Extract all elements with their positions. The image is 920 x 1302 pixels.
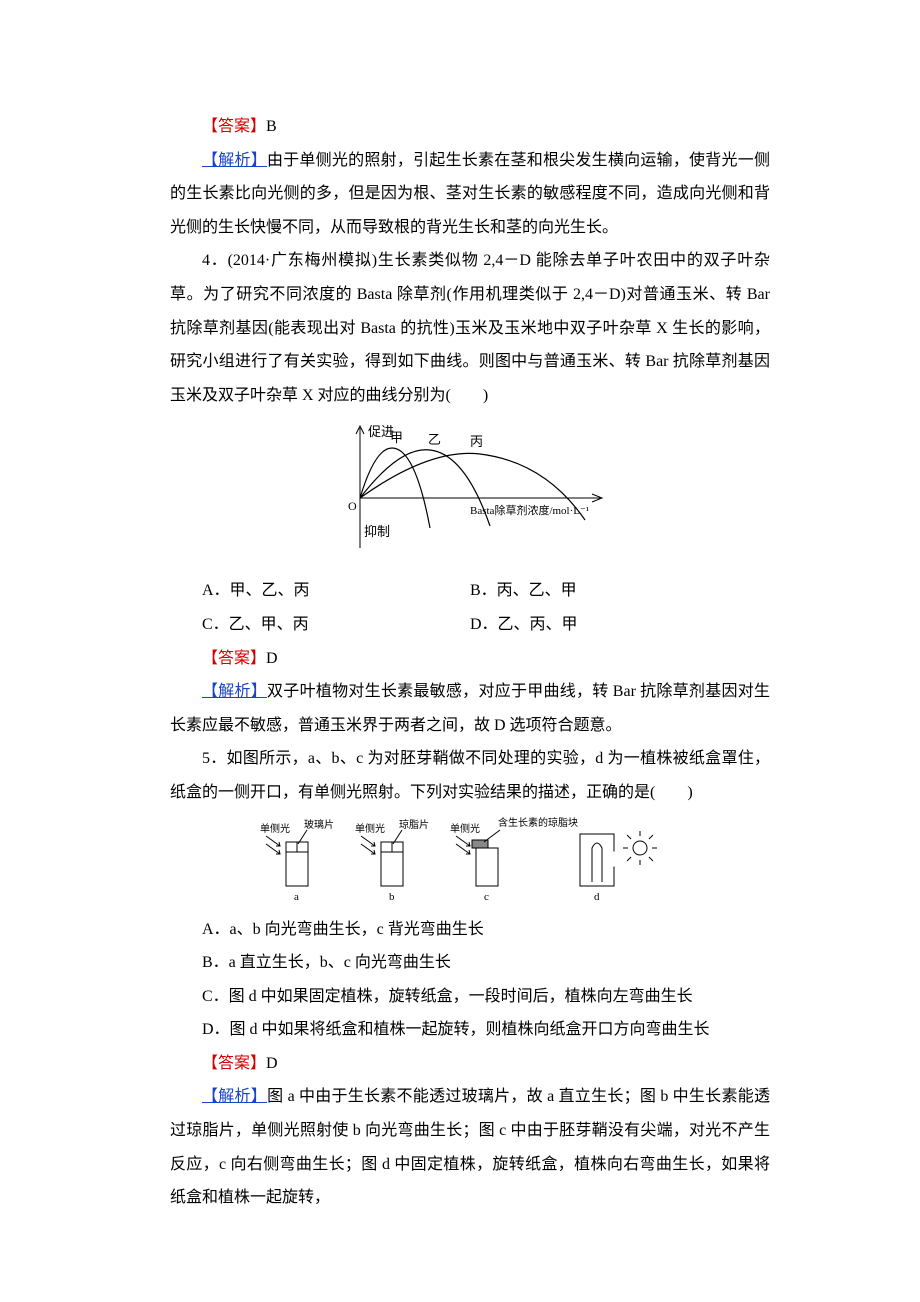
q4-optC: C．乙、甲、丙 [170, 608, 470, 642]
b-label: b [389, 891, 395, 903]
a-light-label: 单侧光 [260, 822, 290, 835]
q4-answer-value: D [266, 650, 278, 667]
q4-analysis: 【解析】双子叶植物对生长素最敏感，对应于甲曲线，转 Bar 抗除草剂基因对生长素… [170, 675, 770, 742]
q4-options-row1: A．甲、乙、丙 B．丙、乙、甲 [170, 574, 770, 608]
label-jia: 甲 [390, 430, 403, 445]
q5-optD: D．图 d 中如果将纸盒和植株一起旋转，则植株向纸盒开口方向弯曲生长 [170, 1013, 770, 1047]
q4-optD: D．乙、丙、甲 [470, 608, 770, 642]
q5-analysis: 【解析】图 a 中由于生长素不能透过玻璃片，故 a 直立生长；图 b 中生长素能… [170, 1080, 770, 1214]
q4-answer-line: 【答案】D [170, 642, 770, 676]
q5-optA: A．a、b 向光弯曲生长，c 背光弯曲生长 [170, 913, 770, 947]
q3-answer-line: 【答案】B [170, 110, 770, 144]
q3-answer-value: B [266, 118, 277, 135]
d-label: d [594, 891, 600, 903]
c-light-label: 单侧光 [450, 822, 480, 835]
q5-figure: 单侧光 玻璃片 a 单侧光 琼脂片 b 单侧光 含生长素的琼脂块 [260, 814, 680, 909]
q5-optB: B．a 直立生长，b、c 向光弯曲生长 [170, 946, 770, 980]
answer-label: 【答案】 [202, 650, 266, 667]
exp-b: 单侧光 琼脂片 b [355, 818, 429, 903]
a-label: a [294, 891, 299, 903]
x-axis-label: Basta除草剂浓度/mol·L⁻¹ [470, 503, 589, 517]
q5-answer-line: 【答案】D [170, 1047, 770, 1081]
q4-optA: A．甲、乙、丙 [170, 574, 470, 608]
curve-jia [360, 448, 430, 528]
b-agar-label: 琼脂片 [399, 818, 429, 831]
q5-analysis-text: 图 a 中由于生长素不能透过玻璃片，故 a 直立生长；图 b 中生长素能透过琼脂… [170, 1088, 770, 1206]
answer-label: 【答案】 [202, 1055, 266, 1072]
q5-optC: C．图 d 中如果固定植株，旋转纸盒，一段时间后，植株向左弯曲生长 [170, 980, 770, 1014]
c-label: c [484, 891, 489, 903]
page: 【答案】B 【解析】由于单侧光的照射，引起生长素在茎和根尖发生横向运输，使背光一… [0, 0, 920, 1302]
origin-label: O [348, 499, 357, 513]
analysis-label: 【解析】 [202, 152, 267, 169]
label-bing: 丙 [470, 434, 483, 449]
q3-analysis: 【解析】由于单侧光的照射，引起生长素在茎和根尖发生横向运输，使背光一侧的生长素比… [170, 144, 770, 245]
q4-optB: B．丙、乙、甲 [470, 574, 770, 608]
b-light-label: 单侧光 [355, 822, 385, 835]
label-yi: 乙 [428, 432, 441, 447]
q4-chart: O 促进 抑制 Basta除草剂浓度/mol·L⁻¹ 甲 乙 丙 [320, 418, 620, 568]
a-glass-label: 玻璃片 [304, 818, 334, 831]
q5-stem: 5．如图所示，a、b、c 为对胚芽鞘做不同处理的实验，d 为一植株被纸盒罩住，纸… [170, 742, 770, 809]
exp-d: d [580, 831, 657, 903]
exp-a: 单侧光 玻璃片 a [260, 818, 334, 903]
y-down-label: 抑制 [364, 524, 390, 539]
q4-stem: 4．(2014·广东梅州模拟)生长素类似物 2,4－D 能除去单子叶农田中的双子… [170, 244, 770, 412]
c-block-label: 含生长素的琼脂块 [498, 816, 578, 829]
q5-answer-value: D [266, 1055, 278, 1072]
exp-c: 单侧光 含生长素的琼脂块 c [450, 816, 578, 903]
analysis-label: 【解析】 [202, 1088, 267, 1105]
answer-label: 【答案】 [202, 118, 266, 135]
q4-options-row2: C．乙、甲、丙 D．乙、丙、甲 [170, 608, 770, 642]
analysis-label: 【解析】 [202, 683, 267, 700]
